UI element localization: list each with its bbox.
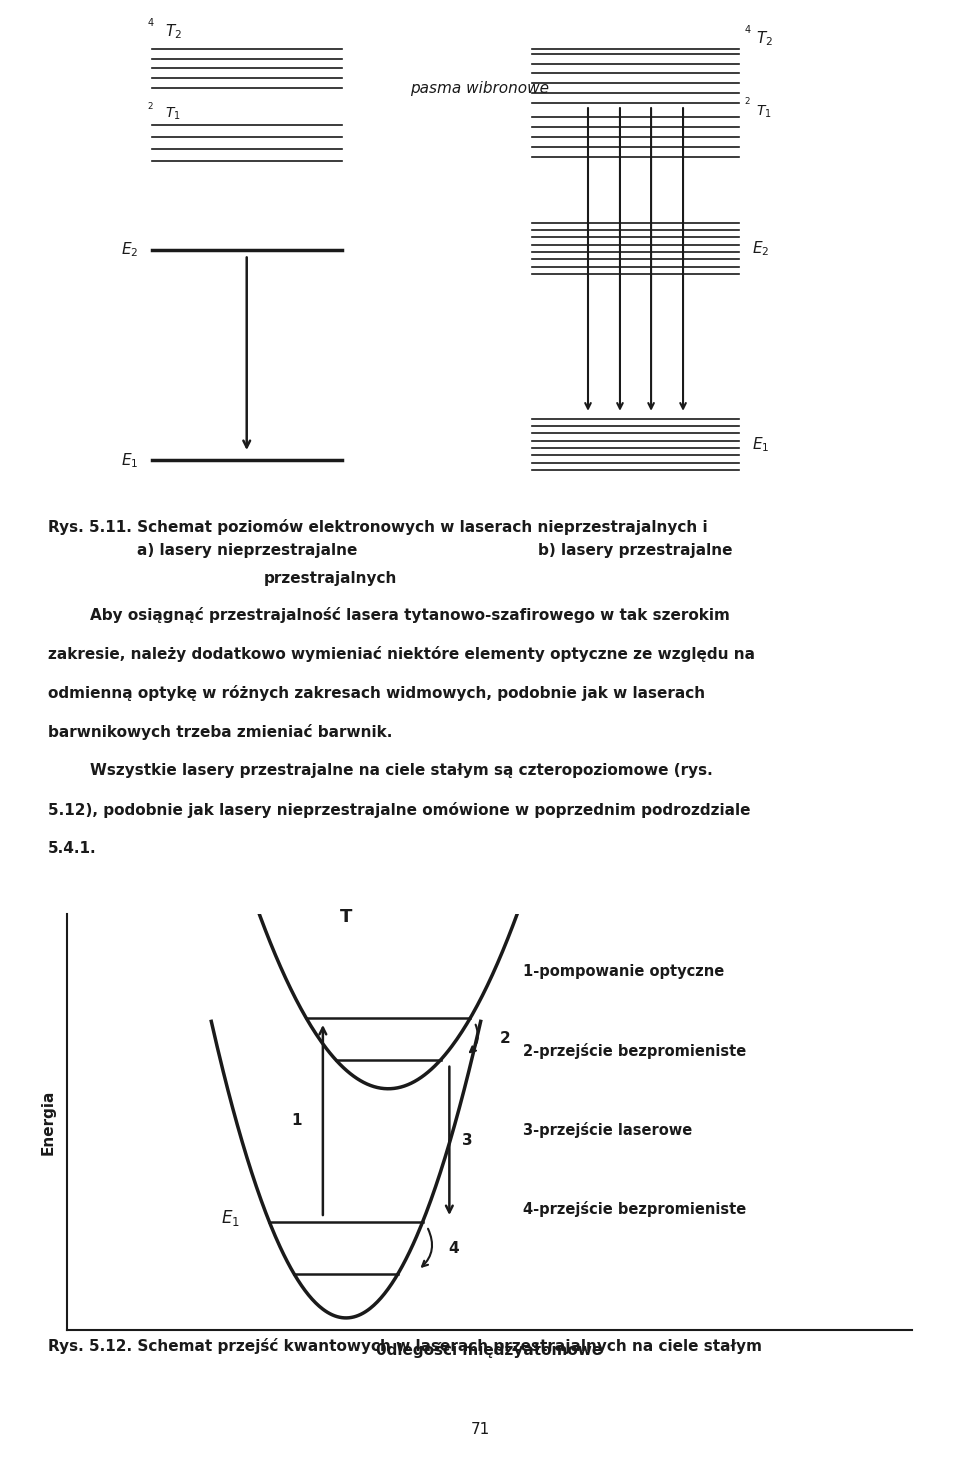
Text: $^4$: $^4$: [148, 18, 156, 32]
Text: 1: 1: [291, 1113, 301, 1127]
Text: $E_1$: $E_1$: [753, 436, 770, 453]
Text: 2: 2: [500, 1031, 511, 1047]
Text: 3-przejście laserowe: 3-przejście laserowe: [523, 1123, 693, 1137]
Text: $E_2$: $E_2$: [121, 240, 138, 259]
Text: 3: 3: [462, 1133, 472, 1148]
Text: Wszystkie lasery przestrajalne na ciele stałym są czteropoziomowe (rys.: Wszystkie lasery przestrajalne na ciele …: [48, 763, 712, 778]
Text: $E_1$: $E_1$: [121, 450, 138, 469]
Text: Rys. 5.11. Schemat poziomów elektronowych w laserach nieprzestrajalnych i: Rys. 5.11. Schemat poziomów elektronowyc…: [48, 519, 708, 535]
Text: T: T: [340, 908, 352, 927]
Text: pasma wibronowe: pasma wibronowe: [411, 80, 549, 95]
Text: 1-pompowanie optyczne: 1-pompowanie optyczne: [523, 963, 725, 978]
Text: 4-przejście bezpromieniste: 4-przejście bezpromieniste: [523, 1202, 747, 1218]
Text: $T_2$: $T_2$: [756, 29, 774, 48]
Text: $^2$: $^2$: [744, 96, 751, 110]
Text: barwnikowych trzeba zmieniać barwnik.: barwnikowych trzeba zmieniać barwnik.: [48, 724, 393, 740]
Text: a) lasery nieprzestrajalne: a) lasery nieprzestrajalne: [136, 544, 357, 558]
Text: b) lasery przestrajalne: b) lasery przestrajalne: [539, 544, 732, 558]
Text: $T_1$: $T_1$: [756, 104, 772, 120]
Text: 5.4.1.: 5.4.1.: [48, 841, 97, 855]
Text: Aby osiągnąć przestrajalność lasera tytanowo-szafirowego w tak szerokim: Aby osiągnąć przestrajalność lasera tyta…: [48, 607, 730, 623]
Text: 5.12), podobnie jak lasery nieprzestrajalne omówione w poprzednim podrozdziale: 5.12), podobnie jak lasery nieprzestraja…: [48, 801, 751, 817]
Y-axis label: Energia: Energia: [41, 1089, 56, 1155]
Text: 71: 71: [470, 1421, 490, 1437]
Text: $T_1$: $T_1$: [165, 105, 180, 123]
Text: $^4$: $^4$: [744, 25, 752, 39]
Text: 2-przejście bezpromieniste: 2-przejście bezpromieniste: [523, 1042, 747, 1058]
Text: $^2$: $^2$: [148, 102, 155, 115]
Text: 4: 4: [448, 1241, 459, 1256]
X-axis label: 0dlegości międzyatomowe: 0dlegości międzyatomowe: [376, 1342, 603, 1358]
Text: przestrajalnych: przestrajalnych: [264, 572, 397, 586]
Text: $E_1$: $E_1$: [221, 1208, 240, 1228]
Text: $T_2$: $T_2$: [165, 23, 181, 41]
Text: $E_2$: $E_2$: [753, 240, 770, 257]
Text: odmienną optykę w różnych zakresach widmowych, podobnie jak w laserach: odmienną optykę w różnych zakresach widm…: [48, 684, 706, 700]
Text: Rys. 5.12. Schemat przejść kwantowych w laserach przestrajalnych na ciele stałym: Rys. 5.12. Schemat przejść kwantowych w …: [48, 1338, 762, 1354]
Text: zakresie, należy dodatkowo wymieniać niektóre elementy optyczne ze względu na: zakresie, należy dodatkowo wymieniać nie…: [48, 646, 755, 662]
